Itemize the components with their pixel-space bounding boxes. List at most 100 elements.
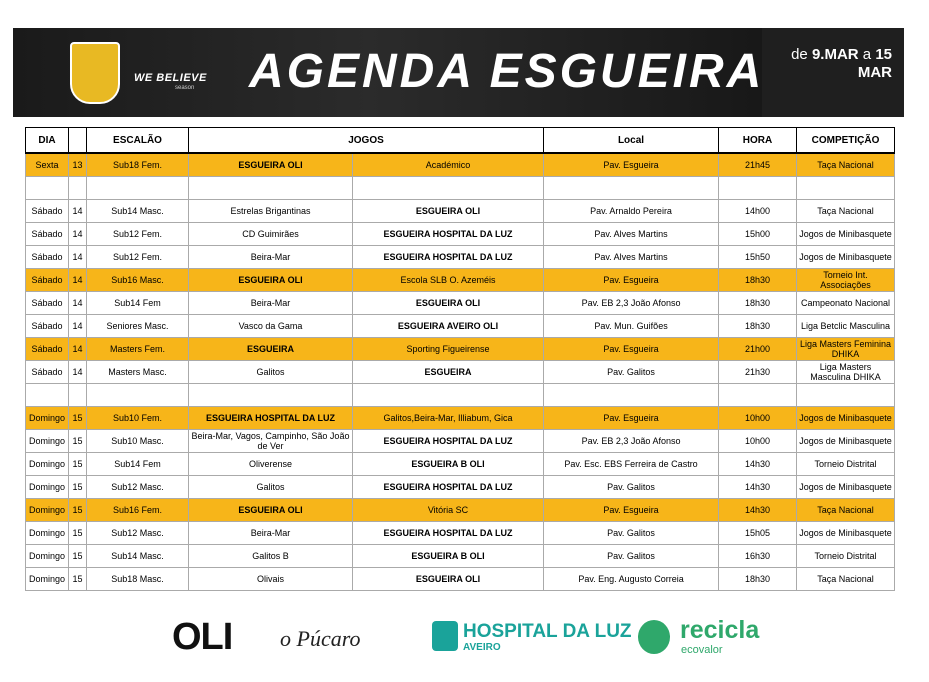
away-cell: Galitos,Beira-Mar, Illiabum, Gica [351,406,545,430]
date-range: de 9.MAR a 15 MAR [770,46,892,82]
header-row: DIA ESCALÃO JOGOS Local HORA COMPETIÇÃO [25,127,896,154]
local-cell: Pav. Esgueira [543,337,720,361]
day-cell: Sábado [25,337,69,361]
num-cell: 15 [68,521,87,545]
game-row: Domingo 15 Sub10 Masc. Beira-Mar, Vagos, Ca… [25,429,896,453]
empty-cell [68,383,87,407]
competicao-cell: Taça Nacional [796,199,896,223]
escalao-cell: Masters Masc. [86,360,189,384]
banner: WE BELIEVE season AGENDA ESGUEIRA [13,28,904,117]
home-cell: Beira-Mar [188,521,353,545]
competicao-cell: Torneio Int. Associações [796,268,896,292]
escalao-cell: Sub12 Masc. [86,521,189,545]
day-cell: Domingo [25,498,69,522]
hora-cell: 10h00 [718,406,798,430]
home-cell: Vasco da Gama [188,314,353,338]
date-word: de [791,46,808,63]
day-cell: Sábado [25,199,69,223]
sponsor-logo: AVEIRO [463,642,501,653]
game-row: Sábado 14 Sub16 Masc. ESGUEIRA OLI Escola SL… [25,268,896,292]
escalao-cell: Sub10 Masc. [86,429,189,453]
empty-cell [25,383,69,407]
home-cell: Galitos [188,360,353,384]
escalao-cell: Sub16 Fem. [86,498,189,522]
table-body: Sexta 13 Sub18 Fem. ESGUEIRA OLI Académico Pa… [25,152,896,591]
game-row: Domingo 15 Sub12 Masc. Galitos ESGUEIRA HOSP… [25,475,896,499]
day-cell: Domingo [25,544,69,568]
escalao-cell: Sub16 Masc. [86,268,189,292]
day-cell: Sábado [25,245,69,269]
local-cell: Pav. Alves Martins [543,245,720,269]
num-cell: 14 [68,314,87,338]
sponsor-logo: ecovalor [681,644,723,656]
spacer-row [25,176,896,200]
away-cell: ESGUEIRA AVEIRO OLI [351,314,545,338]
away-cell: Vitória SC [351,498,545,522]
escalao-cell: Sub14 Masc. [86,199,189,223]
date-word: a [862,46,872,63]
column-header: JOGOS [187,127,545,154]
away-cell: Académico [351,152,545,177]
empty-cell [351,383,545,407]
title: AGENDA ESGUEIRA [249,45,765,98]
game-row: Sábado 14 Masters Masc. Galitos ESGUEIRA Pav.… [25,360,896,384]
local-cell: Pav. Galitos [543,360,720,384]
hora-cell: 21h45 [718,152,798,177]
away-cell: ESGUEIRA B OLI [351,452,545,476]
escalao-cell: Sub14 Fem [86,452,189,476]
escalao-cell: Sub18 Fem. [86,152,189,177]
competicao-cell: Torneio Distrital [796,452,896,476]
empty-cell [86,176,189,200]
empty-cell [86,383,189,407]
spacer-row [25,383,896,407]
home-cell: ESGUEIRA HOSPITAL DA LUZ [188,406,353,430]
game-row: Sábado 14 Sub12 Fem. Beira-Mar ESGUEIRA HOSP… [25,245,896,269]
empty-cell [188,383,353,407]
day-cell: Domingo [25,475,69,499]
escalao-cell: Sub14 Masc. [86,544,189,568]
num-cell: 15 [68,429,87,453]
away-cell: ESGUEIRA B OLI [351,544,545,568]
hora-cell: 18h30 [718,567,798,591]
sponsor-logo: OLI [172,616,233,658]
competicao-cell: Jogos de Minibasquete [796,245,896,269]
away-cell: ESGUEIRA HOSPITAL DA LUZ [351,521,545,545]
home-cell: ESGUEIRA OLI [188,152,353,177]
away-cell: Escola SLB O. Azeméis [351,268,545,292]
date-end: 15 MAR [857,46,892,81]
competicao-cell: Jogos de Minibasquete [796,521,896,545]
away-cell: ESGUEIRA [351,360,545,384]
local-cell: Pav. Galitos [543,544,720,568]
hora-cell: 15h00 [718,222,798,246]
game-row: Sábado 14 Masters Fem. ESGUEIRA Sporting Fig… [25,337,896,361]
home-cell: Galitos B [188,544,353,568]
local-cell: Pav. Esgueira [543,268,720,292]
slogan: WE BELIEVE [134,72,207,84]
empty-cell [351,176,545,200]
local-cell: Pav. Mun. Guifões [543,314,720,338]
hora-cell: 14h30 [718,475,798,499]
home-cell: ESGUEIRA OLI [188,268,353,292]
local-cell: Pav. Esgueira [543,498,720,522]
escalao-cell: Seniores Masc. [86,314,189,338]
column-header: HORA [718,127,798,154]
away-cell: ESGUEIRA HOSPITAL DA LUZ [351,245,545,269]
away-cell: ESGUEIRA OLI [351,291,545,315]
game-row: Sábado 14 Sub14 Masc. Estrelas Brigantinas E… [25,199,896,223]
num-cell: 13 [68,152,87,177]
competicao-cell: Liga Betclic Masculina [796,314,896,338]
competicao-cell: Taça Nacional [796,498,896,522]
day-cell: Sábado [25,314,69,338]
game-row: Domingo 15 Sub10 Fem. ESGUEIRA HOSPITAL DA … [25,406,896,430]
competicao-cell: Taça Nacional [796,567,896,591]
game-row: Domingo 15 Sub14 Fem Oliverense ESGUEIRA B O… [25,452,896,476]
hora-cell: 21h30 [718,360,798,384]
empty-cell [543,176,720,200]
column-header: DIA [25,127,69,154]
hora-cell: 18h30 [718,268,798,292]
home-cell: Beira-Mar [188,291,353,315]
num-cell: 15 [68,544,87,568]
competicao-cell: Jogos de Minibasquete [796,222,896,246]
game-row: Domingo 15 Sub14 Masc. Galitos B ESGUEIRA B … [25,544,896,568]
